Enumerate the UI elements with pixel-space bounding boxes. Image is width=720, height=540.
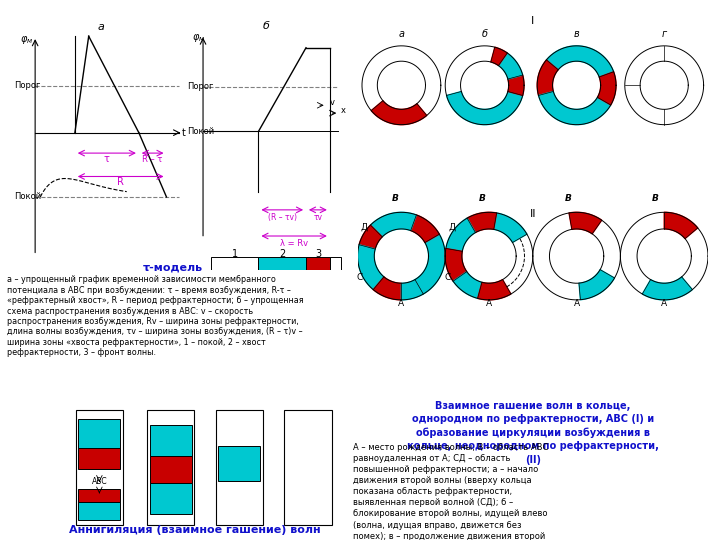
Text: $\varphi_м$: $\varphi_м$ <box>192 32 205 44</box>
Polygon shape <box>370 212 416 237</box>
Text: R – τ: R – τ <box>143 155 163 164</box>
Polygon shape <box>642 277 693 300</box>
Text: 2: 2 <box>279 249 285 259</box>
Text: В: В <box>564 194 571 204</box>
Polygon shape <box>453 272 482 299</box>
Text: Порог: Порог <box>14 82 41 90</box>
Polygon shape <box>665 212 698 239</box>
Text: в: в <box>574 29 580 39</box>
Polygon shape <box>569 212 602 234</box>
Bar <box>78 502 120 519</box>
Polygon shape <box>415 234 445 294</box>
Text: 1: 1 <box>232 249 238 259</box>
Polygon shape <box>537 60 558 96</box>
Text: а – упрощенный график временной зависимости мембранного
потенциала в АВС при воз: а – упрощенный график временной зависимо… <box>7 275 304 357</box>
Polygon shape <box>372 101 427 125</box>
Polygon shape <box>579 269 615 300</box>
Text: II: II <box>529 208 536 219</box>
Text: В: В <box>652 194 659 204</box>
Text: t: t <box>182 127 186 138</box>
Polygon shape <box>491 47 507 65</box>
Text: $\varphi_м$: $\varphi_м$ <box>19 34 33 46</box>
Bar <box>78 489 120 502</box>
Polygon shape <box>533 212 621 300</box>
Bar <box>284 410 332 525</box>
Polygon shape <box>359 225 382 249</box>
Text: А: А <box>486 300 492 308</box>
Text: б: б <box>263 22 270 31</box>
Text: В: В <box>392 194 398 204</box>
Text: С: С <box>444 273 451 282</box>
Text: А: А <box>574 300 580 308</box>
Text: а: а <box>398 29 405 39</box>
Polygon shape <box>508 75 524 96</box>
Polygon shape <box>598 72 616 105</box>
Text: б: б <box>482 29 487 39</box>
Text: x: x <box>341 106 346 115</box>
Polygon shape <box>446 218 475 251</box>
Text: I: I <box>531 16 534 26</box>
Bar <box>76 410 123 525</box>
Text: А: А <box>661 300 667 308</box>
Bar <box>211 257 258 270</box>
Bar <box>150 456 192 483</box>
Text: Взаимное гашение волн в кольце,
однородном по рефрактерности, АВС (I) и
образова: Взаимное гашение волн в кольце, однородн… <box>407 401 659 464</box>
Bar <box>306 257 330 270</box>
Polygon shape <box>445 248 467 281</box>
Polygon shape <box>402 280 423 300</box>
Text: Аннигиляция (взаимное гашение) волн: Аннигиляция (взаимное гашение) волн <box>68 524 320 535</box>
Polygon shape <box>621 212 708 300</box>
Polygon shape <box>446 91 523 125</box>
Bar <box>147 410 194 525</box>
Text: λ = Rv: λ = Rv <box>280 239 308 248</box>
Polygon shape <box>537 46 616 125</box>
Bar <box>78 419 120 448</box>
Text: А – место рождения волны, В – область АВС
равноудаленная от А; СД – область
повы: А – место рождения волны, В – область АВ… <box>353 443 552 540</box>
Text: 3: 3 <box>315 249 322 259</box>
Text: τ: τ <box>104 154 109 164</box>
Polygon shape <box>358 245 384 289</box>
Bar <box>215 410 263 525</box>
Bar <box>150 425 192 456</box>
Polygon shape <box>358 212 445 300</box>
Text: Порог: Порог <box>187 83 214 91</box>
Polygon shape <box>498 53 523 79</box>
Polygon shape <box>445 46 524 125</box>
Polygon shape <box>625 46 703 125</box>
Polygon shape <box>494 213 527 242</box>
Bar <box>218 446 261 481</box>
Text: Д: Д <box>361 223 368 232</box>
Text: АВС: АВС <box>91 477 107 486</box>
Text: Покой: Покой <box>187 127 215 136</box>
Polygon shape <box>546 46 613 77</box>
Bar <box>258 257 306 270</box>
Polygon shape <box>410 215 439 242</box>
Text: R: R <box>117 177 124 187</box>
Bar <box>330 257 341 270</box>
Bar <box>78 448 120 469</box>
Polygon shape <box>362 46 441 125</box>
Polygon shape <box>445 212 533 300</box>
Polygon shape <box>467 212 497 233</box>
Polygon shape <box>539 91 611 125</box>
Polygon shape <box>477 280 511 300</box>
Text: А: А <box>398 300 405 308</box>
Text: Д: Д <box>449 223 455 232</box>
Text: а: а <box>97 22 104 32</box>
Text: τ-модель: τ-модель <box>143 262 203 273</box>
Text: В: В <box>479 194 486 204</box>
Text: г: г <box>662 29 667 39</box>
Text: Покой: Покой <box>14 192 42 201</box>
Text: v: v <box>330 98 335 107</box>
Polygon shape <box>373 277 402 300</box>
Bar <box>150 483 192 514</box>
Text: (R – τv): (R – τv) <box>268 213 297 222</box>
Text: τv: τv <box>313 213 323 222</box>
Text: С: С <box>356 273 363 282</box>
